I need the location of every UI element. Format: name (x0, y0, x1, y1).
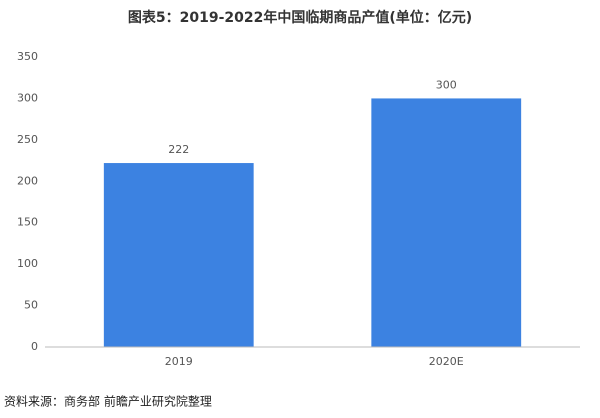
bar (103, 163, 254, 347)
data-label: 222 (168, 143, 189, 156)
y-tick-label: 350 (17, 50, 38, 63)
bar (371, 98, 522, 347)
y-tick-label: 150 (17, 216, 38, 229)
y-tick-label: 0 (31, 340, 38, 353)
y-tick-label: 50 (24, 299, 38, 312)
y-tick-label: 250 (17, 133, 38, 146)
source-note: 资料来源：商务部 前瞻产业研究院整理 (4, 394, 212, 409)
y-tick-label: 300 (17, 91, 38, 104)
y-tick-label: 200 (17, 174, 38, 187)
y-tick-label: 100 (17, 257, 38, 270)
x-tick-label: 2020E (429, 355, 464, 368)
x-tick-label: 2019 (165, 355, 193, 368)
data-label: 300 (436, 78, 457, 91)
chart-title: 图表5：2019-2022年中国临期商品产值(单位：亿元) (128, 9, 472, 26)
